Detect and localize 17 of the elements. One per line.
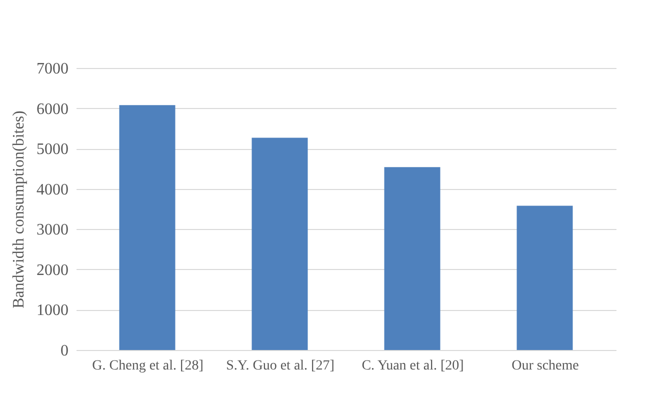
y-tick-label: 1000 [36, 302, 68, 320]
y-tick-label: 0 [60, 342, 68, 360]
y-tick-label: 6000 [36, 100, 68, 118]
y-tick-label: 5000 [36, 141, 68, 158]
y-axis-title: Bandwidth consumption(bites) [10, 110, 28, 308]
x-tick-label: C. Yuan et al. [20] [362, 358, 464, 374]
bar [384, 167, 440, 350]
x-tick-label: Our scheme [512, 358, 579, 374]
y-tick-label: 2000 [36, 262, 68, 279]
y-tick-label: 4000 [36, 181, 68, 198]
x-tick-label: S.Y. Guo et al. [27] [226, 358, 334, 374]
bar [516, 206, 573, 350]
bar [119, 105, 176, 350]
x-tick-label: G. Cheng et al. [28] [92, 358, 204, 374]
y-tick-label: 7000 [36, 60, 68, 78]
y-tick-label: 3000 [36, 222, 68, 239]
bar [252, 138, 308, 350]
